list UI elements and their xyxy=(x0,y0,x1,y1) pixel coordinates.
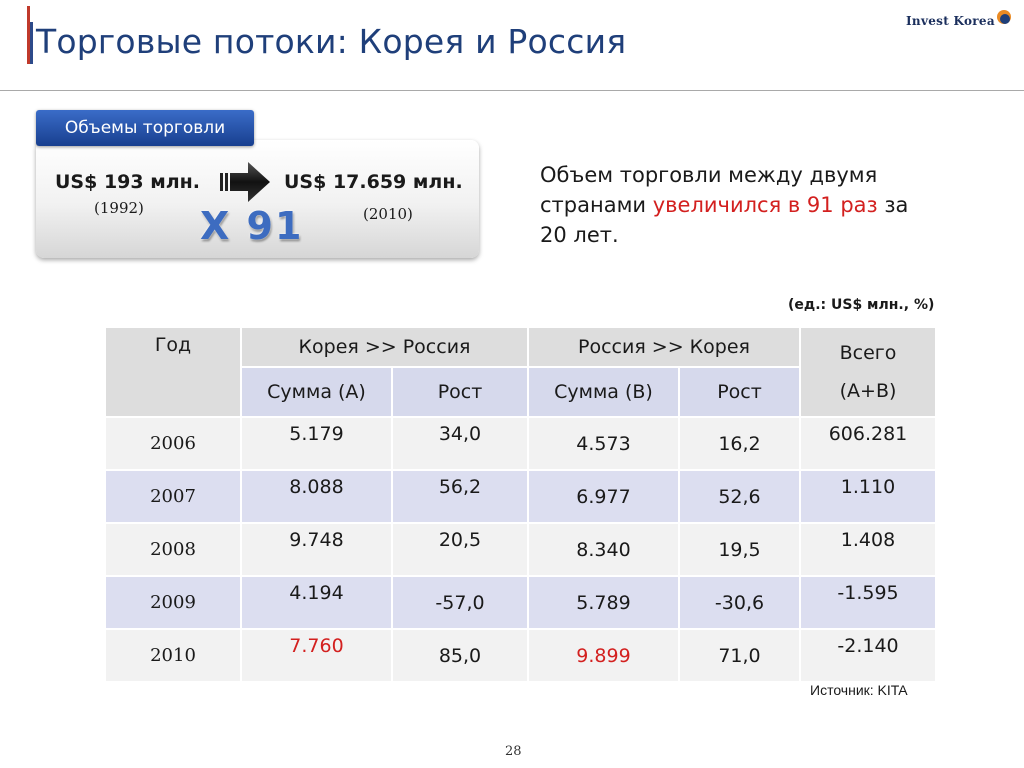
year-2010: (2010) xyxy=(363,205,413,223)
right-arrow-icon xyxy=(220,162,270,202)
cell-growth-a: -57,0 xyxy=(391,575,529,630)
cell-sum-b: 4.573 xyxy=(527,416,680,471)
cell-sum-a: 5.179 xyxy=(240,416,393,471)
cell-sum-b: 9.899 xyxy=(527,628,680,683)
table-row: 2008 9.748 20,5 8.340 19,5 1.408 xyxy=(104,522,937,577)
cell-year: 2008 xyxy=(104,522,242,577)
logo-circle-icon xyxy=(996,10,1013,26)
units-note: (ед.: US$ млн., %) xyxy=(788,297,935,313)
title-accent-bar-blue xyxy=(30,22,33,64)
table-row: 2006 5.179 34,0 4.573 16,2 606.281 xyxy=(104,416,937,471)
cell-growth-a: 85,0 xyxy=(391,628,529,683)
invest-korea-logo: Invest Korea xyxy=(906,10,1013,28)
table-row: 2010 7.760 85,0 9.899 71,0 -2.140 xyxy=(104,628,937,683)
cell-growth-a: 20,5 xyxy=(391,522,529,577)
cell-sum-b: 6.977 xyxy=(527,469,680,524)
cell-growth-b: 16,2 xyxy=(678,416,801,471)
cell-growth-b: 19,5 xyxy=(678,522,801,577)
summary-part2: за 20 лет. xyxy=(540,193,909,247)
amount-2010: US$ 17.659 млн. xyxy=(284,171,463,193)
cell-year: 2006 xyxy=(104,416,242,471)
table-row: 2009 4.194 -57,0 5.789 -30,6 -1.595 xyxy=(104,575,937,630)
cell-growth-b: 52,6 xyxy=(678,469,801,524)
summary-highlight: увеличился в 91 раз xyxy=(652,193,878,217)
trade-table: Год Корея >> Россия Россия >> Корея Всег… xyxy=(104,326,937,683)
header-sum-b: Сумма (B) xyxy=(527,366,680,418)
cell-sum-b: 5.789 xyxy=(527,575,680,630)
header-total: Всего (A+B) xyxy=(799,326,937,418)
cell-growth-b: 71,0 xyxy=(678,628,801,683)
cell-year: 2010 xyxy=(104,628,242,683)
source-note: Источник: KITA xyxy=(810,682,908,698)
trade-volume-panel xyxy=(36,140,479,258)
cell-sum-a: 9.748 xyxy=(240,522,393,577)
header-sum-a: Сумма (A) xyxy=(240,366,393,418)
header-growth-a: Рост xyxy=(391,366,529,418)
page-title: Торговые потоки: Корея и Россия xyxy=(36,22,627,61)
cell-total: -1.595 xyxy=(799,575,937,630)
header-total-line2: (A+B) xyxy=(839,380,897,402)
cell-sum-a: 8.088 xyxy=(240,469,393,524)
cell-growth-a: 34,0 xyxy=(391,416,529,471)
cell-total: -2.140 xyxy=(799,628,937,683)
header-russia-korea: Россия >> Корея xyxy=(527,326,801,368)
header-growth-b: Рост xyxy=(678,366,801,418)
title-accent-bar xyxy=(27,6,30,64)
cell-sum-b: 8.340 xyxy=(527,522,680,577)
cell-growth-b: -30,6 xyxy=(678,575,801,630)
trade-volume-tab: Объемы торговли xyxy=(36,110,254,146)
amount-1992: US$ 193 млн. xyxy=(55,171,201,193)
cell-growth-a: 56,2 xyxy=(391,469,529,524)
title-divider xyxy=(0,90,1024,91)
logo-text: Invest Korea xyxy=(906,14,995,28)
cell-sum-a: 4.194 xyxy=(240,575,393,630)
cell-year: 2009 xyxy=(104,575,242,630)
growth-multiplier: X 91 xyxy=(200,204,304,248)
summary-text: Объем торговли между двумя странами увел… xyxy=(540,160,940,250)
cell-total: 606.281 xyxy=(799,416,937,471)
page-number: 28 xyxy=(505,744,522,759)
cell-year: 2007 xyxy=(104,469,242,524)
cell-total: 1.110 xyxy=(799,469,937,524)
table-row: 2007 8.088 56,2 6.977 52,6 1.110 xyxy=(104,469,937,524)
header-korea-russia: Корея >> Россия xyxy=(240,326,529,368)
year-1992: (1992) xyxy=(94,199,144,217)
summary-part1: Объем торговли между двумя странами xyxy=(540,163,878,217)
cell-total: 1.408 xyxy=(799,522,937,577)
header-total-line1: Всего xyxy=(839,342,897,364)
header-year: Год xyxy=(104,326,242,418)
cell-sum-a: 7.760 xyxy=(240,628,393,683)
